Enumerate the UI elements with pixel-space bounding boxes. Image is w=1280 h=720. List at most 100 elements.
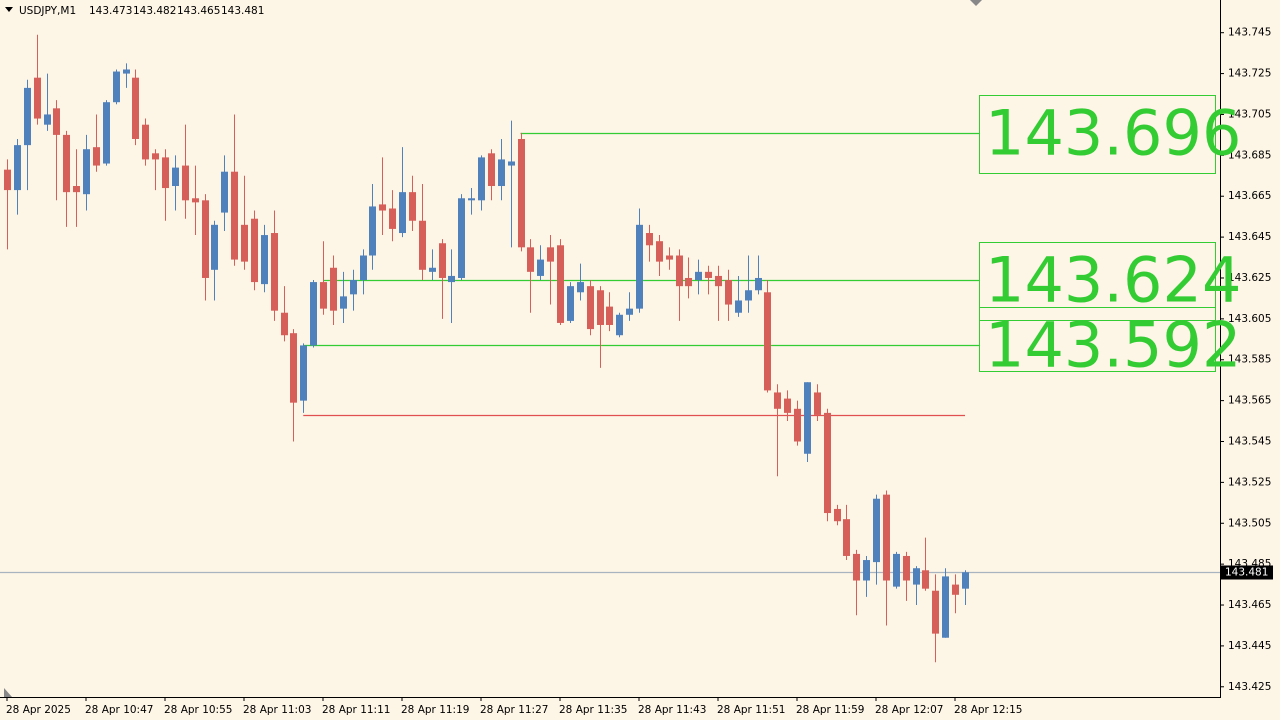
y-tick-label: 143.625 [1228,272,1271,284]
candle-body [162,157,169,189]
candle-body [399,192,406,234]
y-tick-label: 143.445 [1228,640,1271,652]
candle-body [83,149,90,195]
x-tick-label: 28 Apr 11:19 [401,704,469,716]
candle-body [597,290,604,325]
candle-body [34,77,41,119]
candle-body [527,247,534,272]
candle-body [202,200,209,278]
level-box [979,307,1216,372]
candle-body [320,282,327,309]
candle-body [893,553,900,587]
candle-body [63,134,70,193]
candle-body [952,584,959,595]
candle-body [784,398,791,413]
candle-body [873,498,880,563]
y-tick-label: 143.685 [1228,149,1271,161]
candle-body [755,277,762,291]
candle-body [567,286,574,321]
candle-body [142,124,149,160]
high-value: 143.482 [133,5,176,17]
candle-body [330,267,337,311]
candle-body [300,345,307,401]
corner-marker [4,688,12,697]
candle-body [231,171,238,260]
y-tick-label: 143.425 [1228,681,1271,693]
candle-body [369,206,376,256]
candle-body [932,590,939,634]
candle-body [676,255,683,287]
candle-body [93,147,100,166]
candle-body [962,572,969,589]
x-tick-label: 28 Apr 10:55 [164,704,232,716]
menu-arrow[interactable] [5,7,13,12]
candle-body [883,494,890,581]
candle-body [794,408,801,442]
y-tick-label: 143.665 [1228,190,1271,202]
candle-body [942,576,949,638]
candle-body [695,271,702,281]
candle-body [745,290,752,301]
candle-body [547,247,554,262]
candle-body [824,412,831,514]
x-tick-label: 28 Apr 11:27 [480,704,548,716]
candle-body [587,286,594,330]
candle-body [53,108,60,135]
candle-body [290,333,297,403]
candle-body [577,282,584,293]
header: USDJPY,M1 143.473 143.482 143.465 143.48… [19,5,264,17]
candle-body [192,198,199,203]
candle-body [4,169,11,191]
candle-body [123,69,130,74]
candle-body [261,235,268,285]
level-label: 143.592 [985,309,1241,382]
x-tick-label: 28 Apr 10:47 [85,704,153,716]
candle-body [379,204,386,211]
candle-body [310,282,317,346]
candle-body [439,243,446,278]
candle-body [211,224,218,270]
candle-body [103,102,110,164]
level-box [979,95,1216,174]
candle-body [389,208,396,229]
candle-body [725,280,732,305]
candle-body [73,186,80,193]
candle-body [221,171,228,213]
candle-body [498,159,505,187]
candle-body [666,255,673,260]
y-tick-label: 143.645 [1228,231,1271,243]
candle-body [764,292,771,391]
y-tick-label: 143.465 [1228,599,1271,611]
y-tick-label: 143.545 [1228,436,1271,448]
candle-body [903,555,910,581]
candle-body [182,165,189,201]
candle-body [814,392,821,415]
y-tick-label: 143.705 [1228,108,1271,120]
candle-body [804,382,811,454]
candle-body [685,277,692,287]
candle-body [774,392,781,409]
x-tick-label: 28 Apr 11:51 [717,704,785,716]
candle-body [241,224,248,262]
candle-body [132,77,139,139]
candle-body [113,71,120,103]
x-tick-label: 28 Apr 2025 [6,704,71,716]
y-tick-label: 143.505 [1228,517,1271,529]
x-tick-label: 28 Apr 11:03 [243,704,311,716]
candle-body [537,259,544,276]
candle-body [646,233,653,246]
candle-body [834,508,841,522]
candle-body [14,145,21,191]
candle-body [735,300,742,313]
candle-body [271,233,278,311]
y-tick-label: 143.525 [1228,476,1271,488]
candle-body [251,218,258,283]
x-tick-label: 28 Apr 12:07 [875,704,943,716]
candle-body [340,296,347,309]
candle-body [448,275,455,283]
candle-body [715,275,722,287]
candle-body [458,198,465,278]
candle-body [557,245,564,323]
